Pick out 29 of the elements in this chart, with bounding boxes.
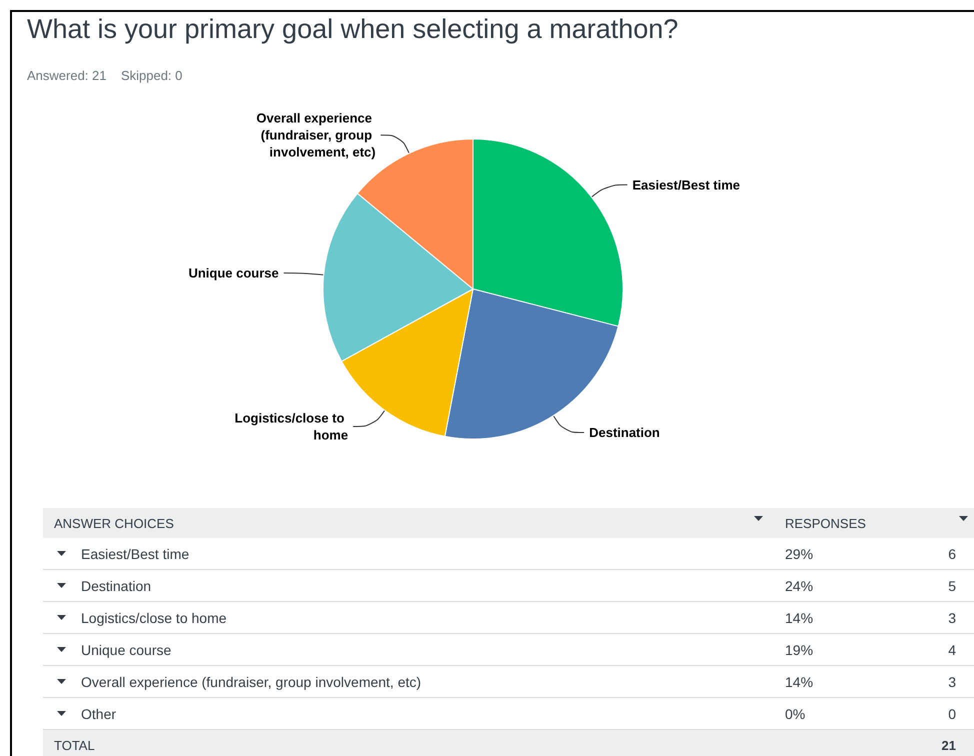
category-label: Overall experience (fundraiser, group involvement, etc) bbox=[81, 674, 422, 690]
text: 21 bbox=[942, 738, 956, 752]
text: 5 bbox=[947, 578, 957, 594]
text: 3 bbox=[947, 610, 957, 626]
text: TOTAL bbox=[53, 738, 96, 752]
text: RESPONSES bbox=[785, 516, 866, 530]
category-label: Unique course bbox=[81, 642, 172, 658]
slice-label: Overall experience (fundraiser, group involvement, etc) bbox=[256, 110, 376, 160]
category-label: Logistics/close to home bbox=[81, 610, 227, 626]
text: 19% bbox=[784, 642, 814, 658]
text: 3 bbox=[947, 674, 957, 690]
category-label: Easiest/Best time bbox=[81, 546, 190, 562]
text: 14% bbox=[784, 674, 814, 690]
text: 4 bbox=[947, 642, 957, 658]
text: ANSWER CHOICES bbox=[54, 516, 174, 530]
slice-label: Unique course bbox=[188, 266, 279, 280]
text: 24% bbox=[784, 578, 814, 594]
text: 0 bbox=[947, 706, 957, 722]
chart-title: What is your primary goal when selecting a marathon? bbox=[27, 14, 678, 45]
slice-label: Destination bbox=[589, 425, 660, 440]
text: 14% bbox=[784, 610, 814, 626]
category-label: Destination bbox=[81, 578, 152, 594]
text: 0% bbox=[784, 706, 806, 722]
legend-label: Other bbox=[81, 706, 116, 722]
text: 6 bbox=[947, 546, 957, 562]
text: 29% bbox=[784, 546, 814, 562]
chart-subtitle: Answered: 21 Skipped: 0 bbox=[27, 68, 182, 83]
slice-label: Easiest/Best time bbox=[632, 177, 740, 192]
slice-label: Logistics/close to home bbox=[234, 410, 348, 443]
